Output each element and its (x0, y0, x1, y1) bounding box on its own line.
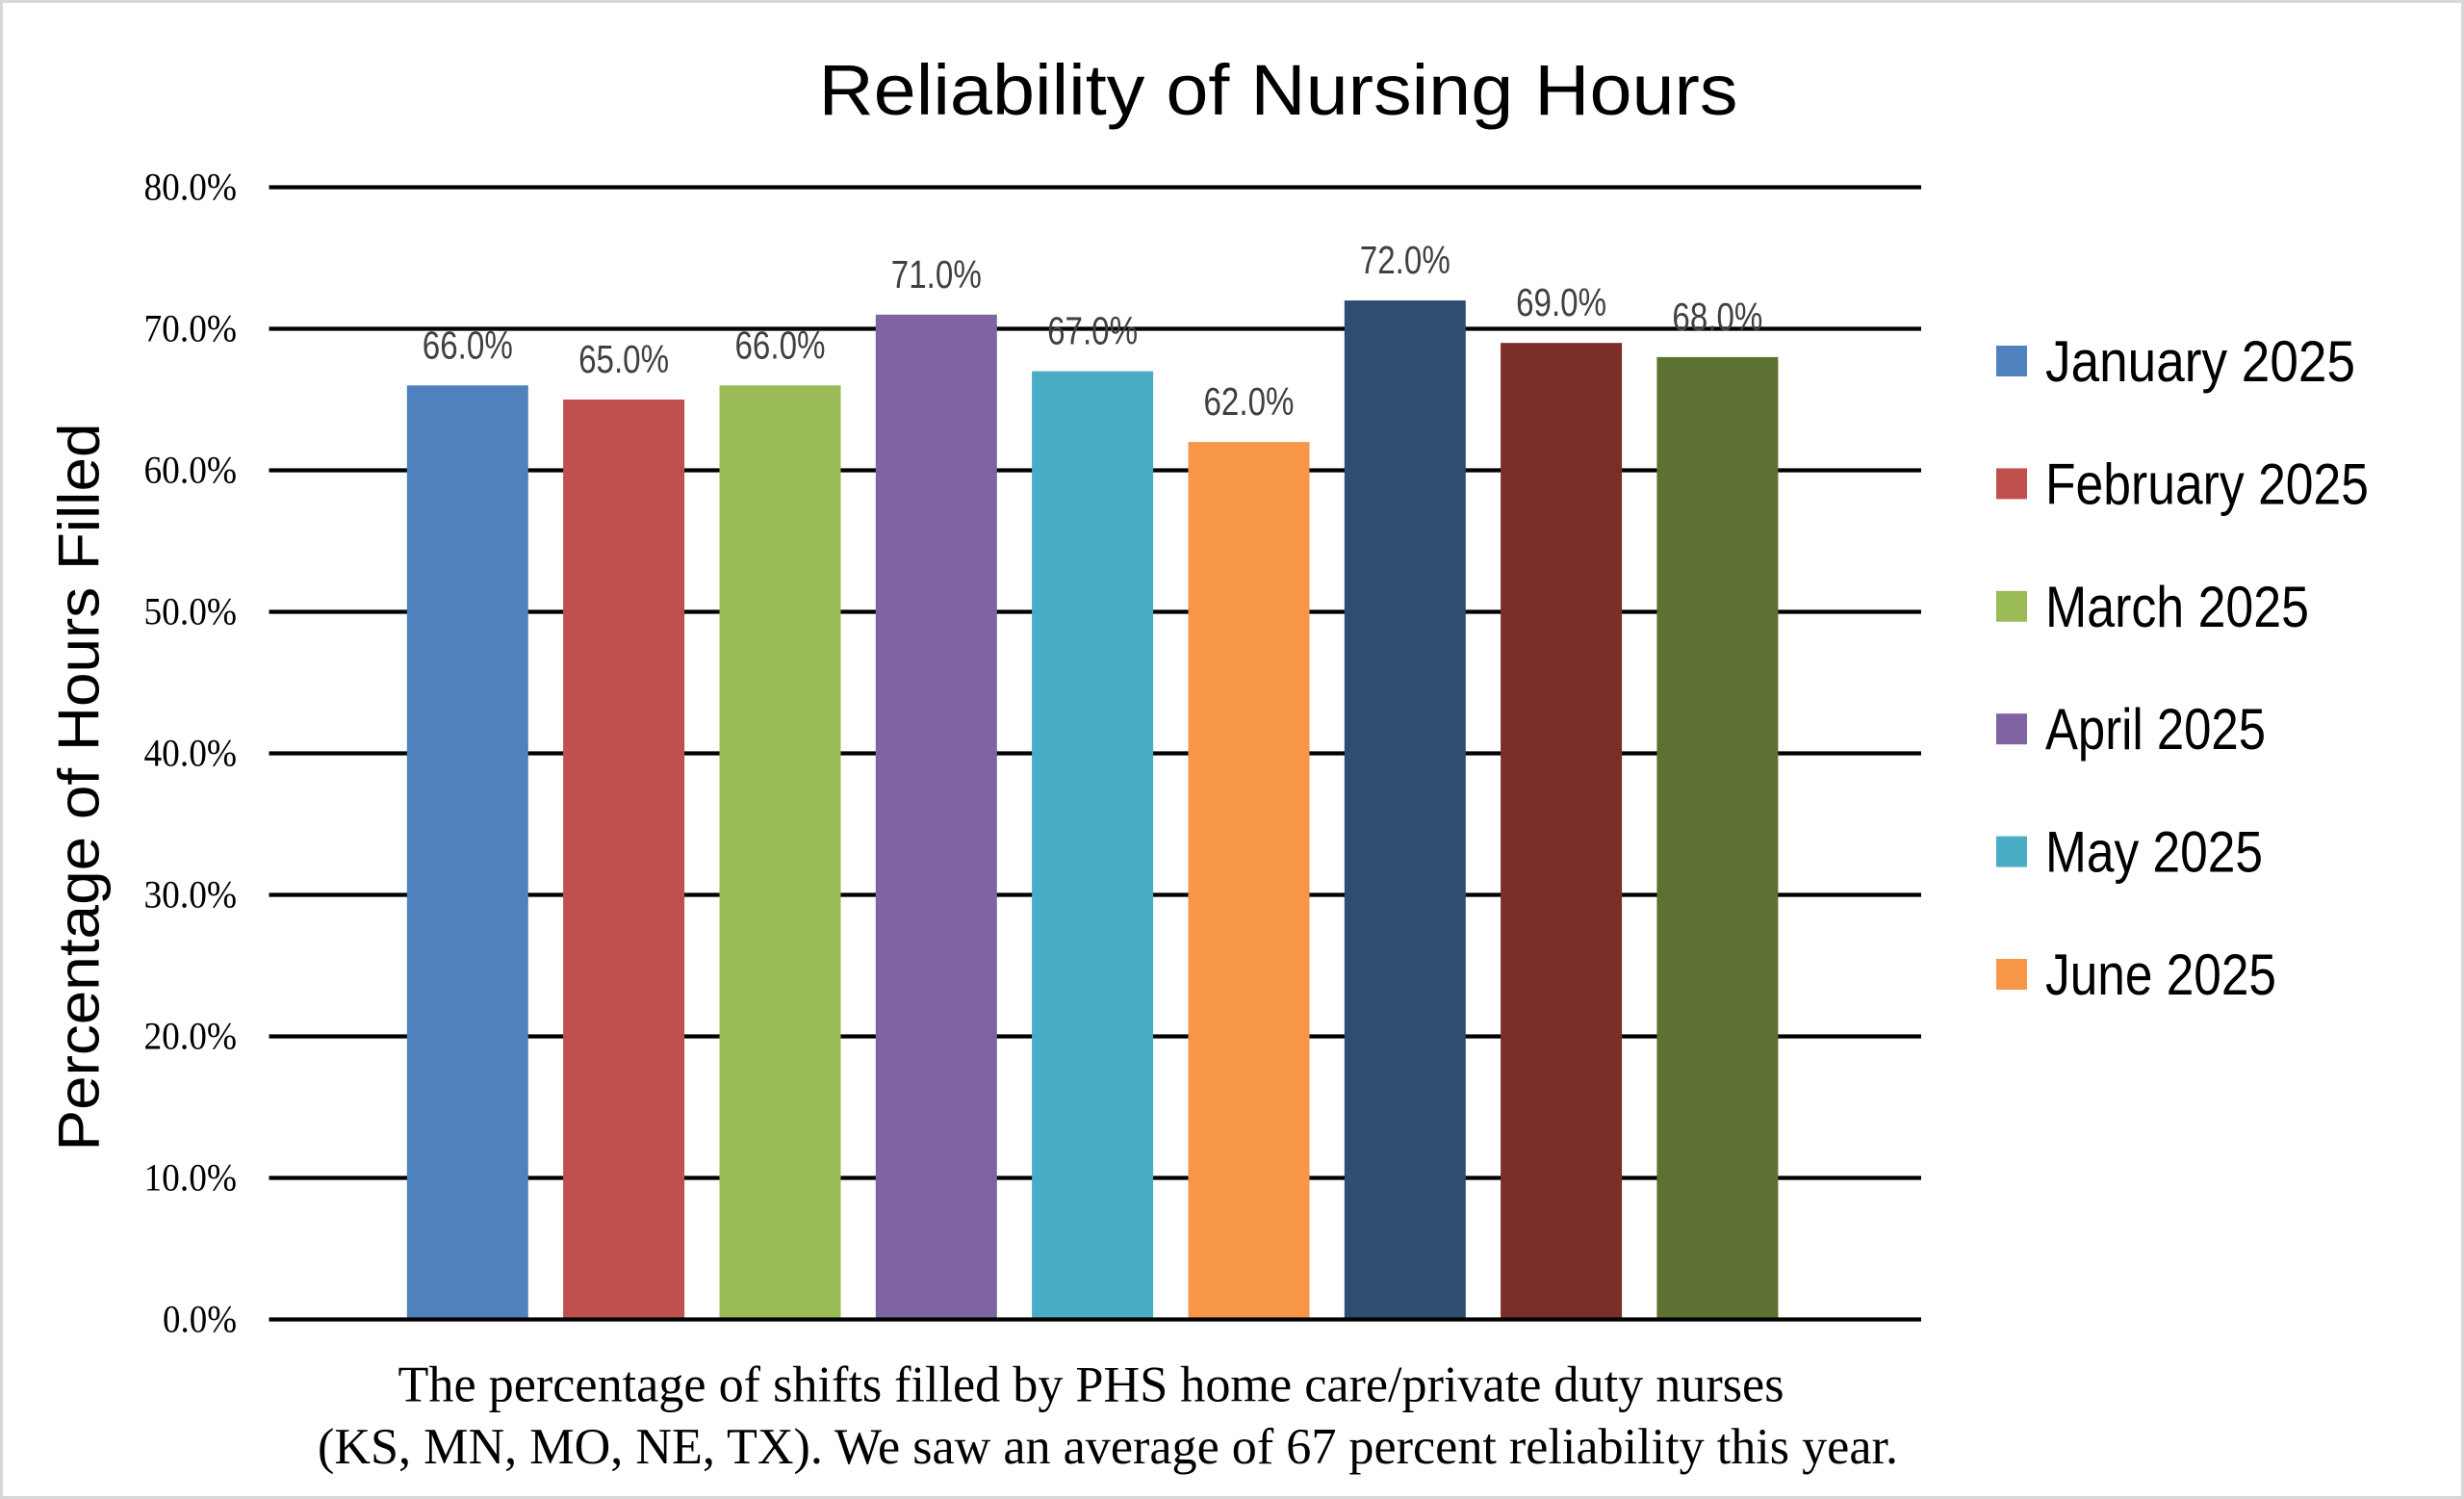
svg-text:March 2025: March 2025 (2045, 575, 2309, 639)
svg-text:Percentage of Hours Filled: Percentage of Hours Filled (46, 424, 111, 1151)
svg-text:February 2025: February 2025 (2045, 452, 2369, 516)
svg-text:(KS, MN, MO, NE, TX). We saw a: (KS, MN, MO, NE, TX). We saw an average … (318, 1419, 1898, 1475)
svg-text:60.0%: 60.0% (144, 449, 238, 492)
svg-text:70.0%: 70.0% (144, 307, 238, 350)
svg-text:40.0%: 40.0% (144, 732, 238, 775)
svg-text:January 2025: January 2025 (2045, 329, 2355, 394)
svg-text:71.0%: 71.0% (891, 252, 982, 297)
svg-text:66.0%: 66.0% (423, 323, 513, 367)
svg-text:65.0%: 65.0% (578, 337, 669, 381)
svg-text:10.0%: 10.0% (144, 1156, 238, 1200)
svg-text:30.0%: 30.0% (144, 873, 238, 917)
svg-text:The percentage of shifts fill: The percentage of shifts filled by PHS h… (398, 1357, 1784, 1413)
svg-text:20.0%: 20.0% (144, 1015, 238, 1058)
svg-text:June 2025: June 2025 (2045, 943, 2276, 1007)
svg-text:50.0%: 50.0% (144, 590, 238, 633)
svg-text:80.0%: 80.0% (144, 166, 238, 209)
svg-text:69.0%: 69.0% (1516, 280, 1606, 324)
svg-text:0.0%: 0.0% (163, 1298, 237, 1341)
svg-text:67.0%: 67.0% (1047, 309, 1138, 353)
svg-text:68.0%: 68.0% (1672, 295, 1762, 339)
svg-text:62.0%: 62.0% (1204, 379, 1295, 424)
svg-text:May 2025: May 2025 (2045, 820, 2263, 885)
svg-text:Reliability of Nursing Hours: Reliability of Nursing Hours (819, 50, 1738, 130)
svg-text:66.0%: 66.0% (735, 323, 826, 367)
svg-text:72.0%: 72.0% (1360, 238, 1450, 282)
svg-text:April 2025: April 2025 (2045, 697, 2266, 762)
